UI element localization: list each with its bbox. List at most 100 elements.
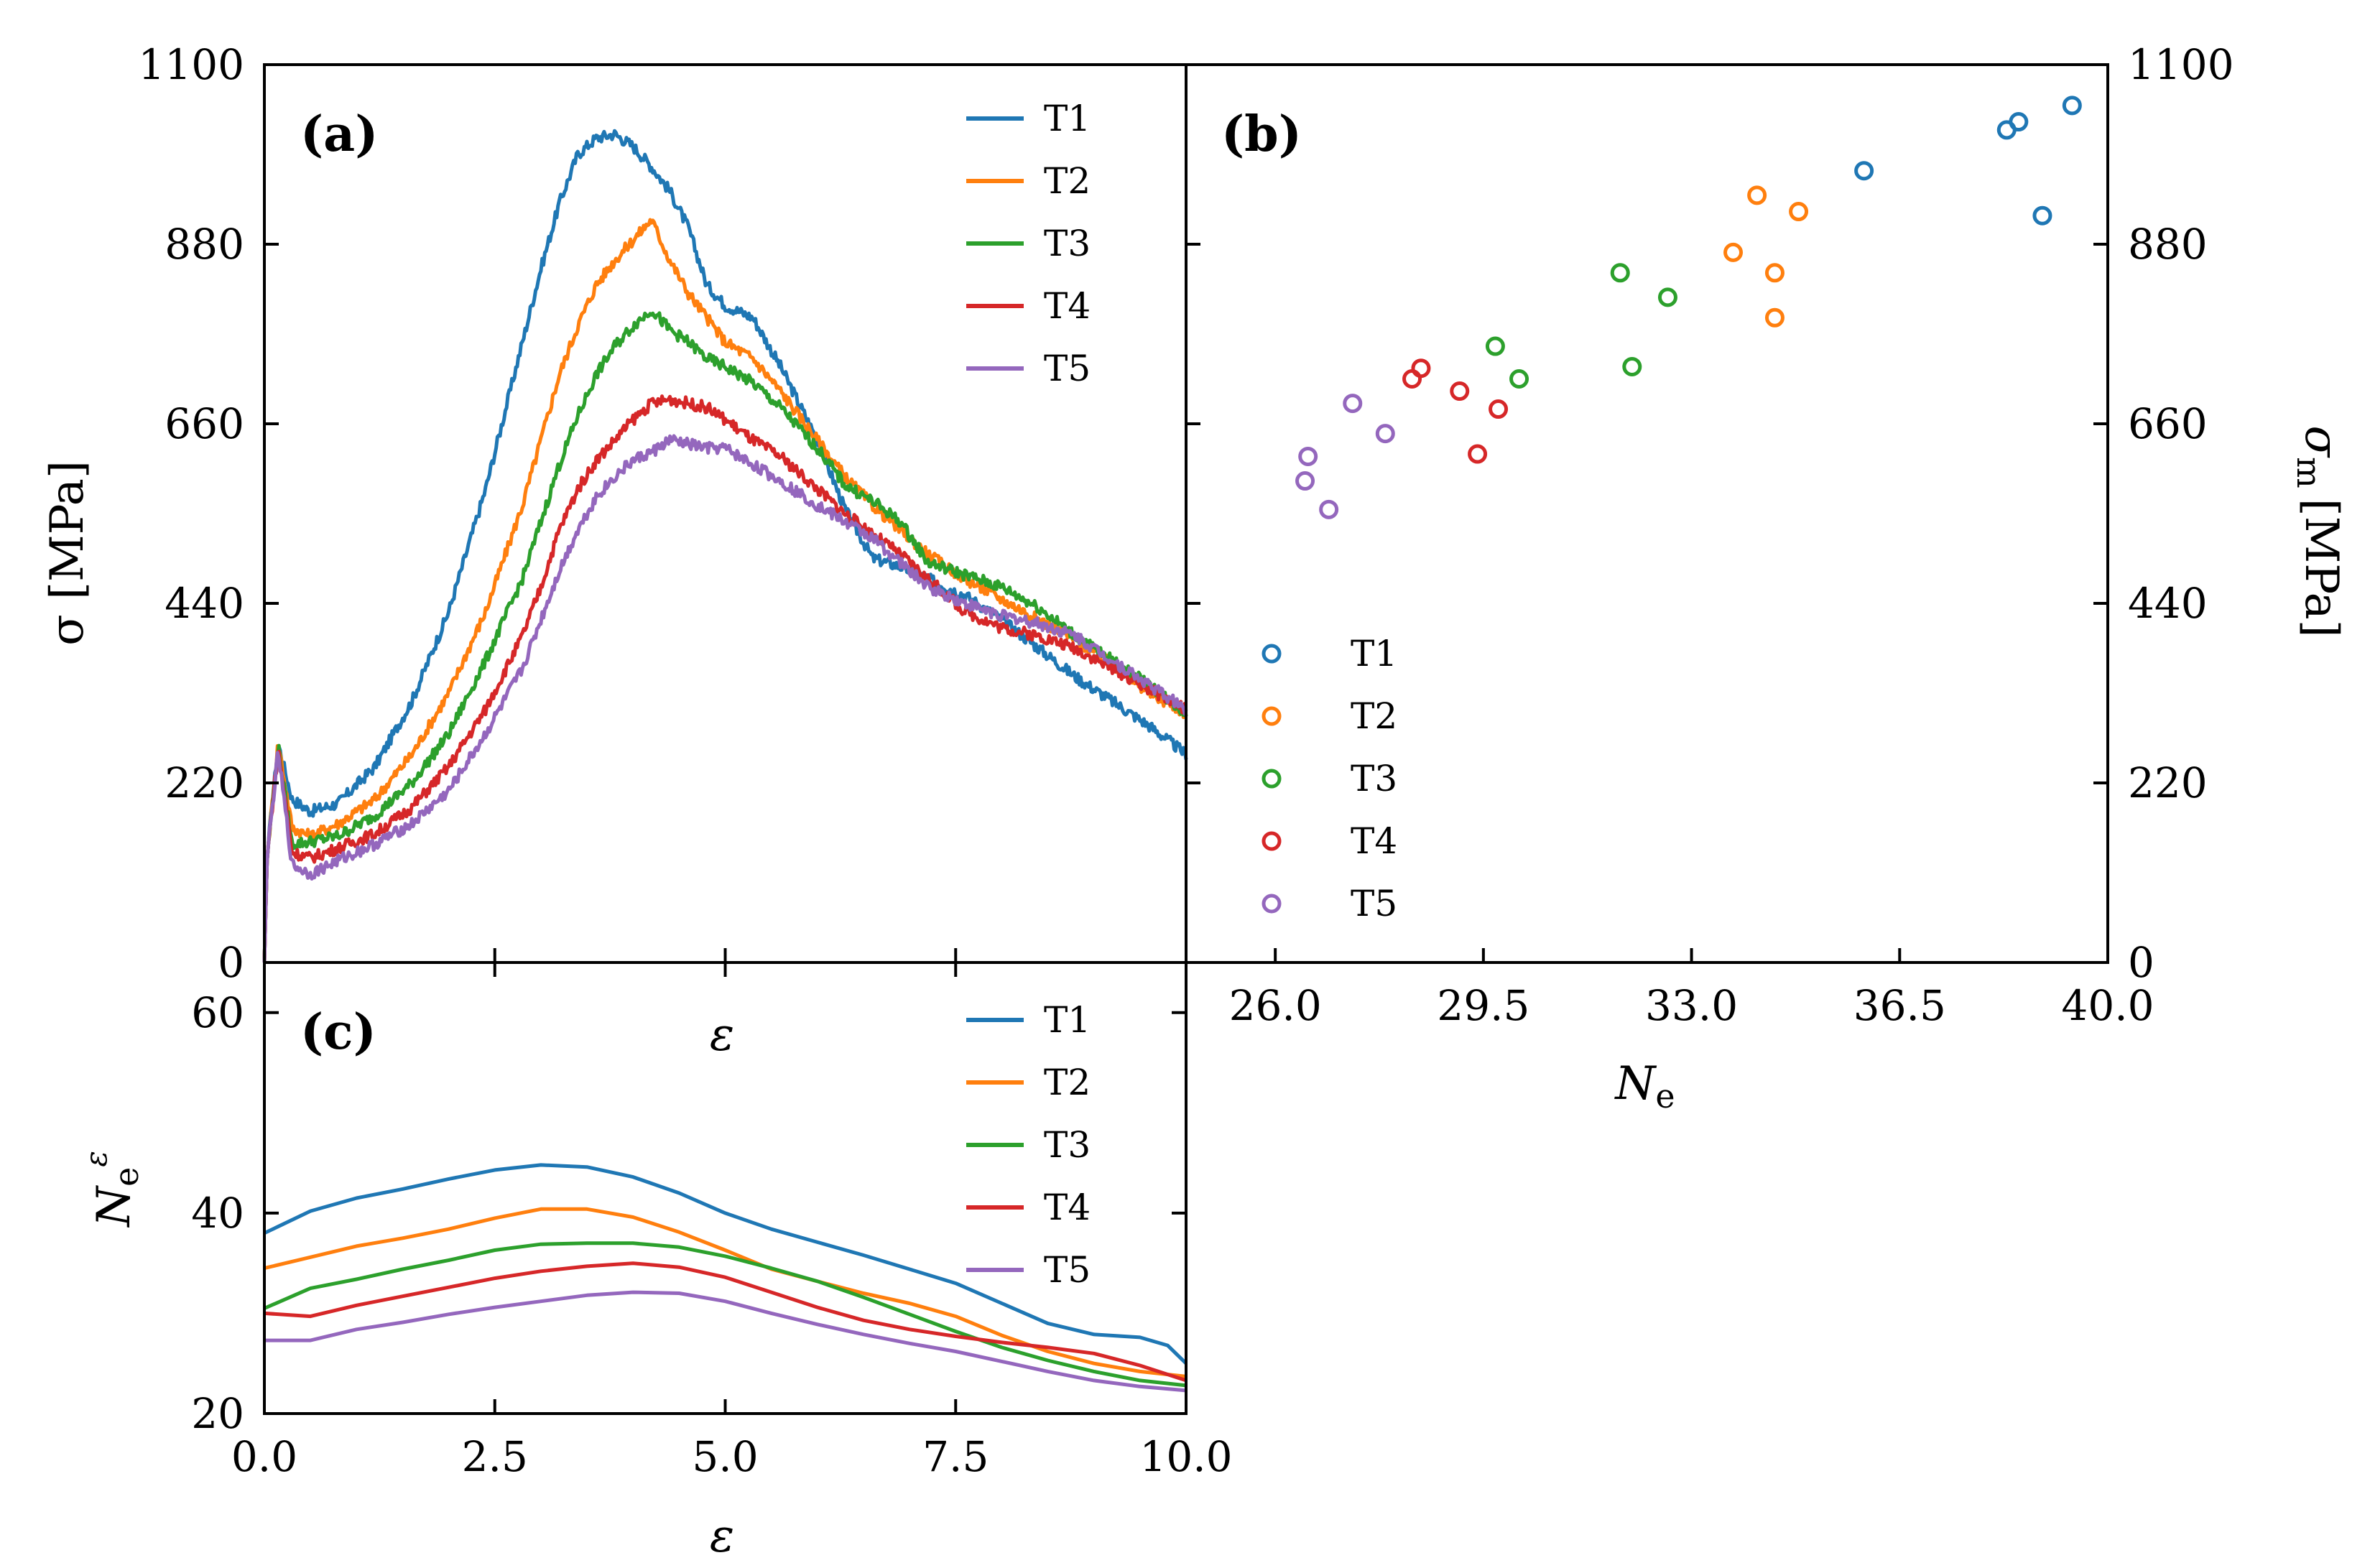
panel-b-x-label-sub: e: [1655, 1077, 1675, 1115]
panel-c-y-label-sup: ε: [78, 1151, 114, 1167]
panel-b-legend: T1 T2 T3 T4 T5: [1262, 633, 1397, 924]
panel-b-point-T1: [2009, 112, 2029, 132]
panel-b-point-T3: [1485, 336, 1505, 356]
panel-b-x-label-main: N: [1614, 1057, 1657, 1110]
panel-b-xtick-label: 36.5: [1853, 981, 1946, 1030]
panel-a-ytick-label: 1100: [138, 40, 244, 89]
panel-a-legend-label-T2: T2: [1044, 160, 1091, 202]
panel-b: 0 220 440 660 880 1100 26.0 29.5 33.0 36.5 40.0 (b…: [1185, 40, 2348, 1115]
panel-a-legend-label-T4: T4: [1044, 285, 1091, 327]
panel-b-point-T2: [1764, 307, 1785, 328]
panel-a-legend: T1 T2 T3 T4 T5: [966, 98, 1091, 389]
panel-c-series-T3: [264, 1241, 1187, 1388]
panel-a-series-T4: [262, 394, 1188, 963]
panel-b-legend-label-T1: T1: [1351, 633, 1397, 674]
panel-c-series-T4: [264, 1261, 1187, 1383]
panel-c-label: (c): [300, 1003, 376, 1061]
panel-b-xtick-label: 33.0: [1645, 981, 1738, 1030]
panel-b-point-T2: [1747, 185, 1767, 205]
panel-a-ticks: 0 220 440 660 880 1100: [138, 40, 958, 987]
panel-b-ytick-label: 440: [2128, 579, 2208, 628]
panel-a-ytick-label: 880: [165, 220, 244, 269]
panel-a-series-T3: [262, 311, 1188, 963]
panel-b-ytick-label: 660: [2128, 399, 2208, 448]
panel-b-point-T5: [1343, 394, 1363, 414]
panel-b-legend-marker-T5: [1262, 894, 1282, 914]
panel-b-y-label: σm [MPa]: [2290, 425, 2348, 637]
panel-a-legend-label-T1: T1: [1044, 98, 1091, 139]
panel-b-point-T5: [1319, 499, 1339, 519]
panel-c-legend-label-T2: T2: [1044, 1062, 1091, 1103]
panel-b-ticks: 0 220 440 660 880 1100 26.0 29.5 33.0 36.5 40.0: [1186, 40, 2234, 1030]
panel-b-point-T4: [1468, 444, 1488, 464]
panel-c-legend-label-T4: T4: [1044, 1187, 1091, 1228]
panel-b-point-T3: [1610, 263, 1630, 283]
panel-b-point-T2: [1764, 263, 1785, 283]
panel-c-ytick-label: 20: [191, 1389, 244, 1438]
panel-b-label: (b): [1221, 106, 1302, 163]
panel-b-point-T1: [1854, 161, 1874, 181]
panel-b-xtick-label: 29.5: [1437, 981, 1529, 1030]
panel-b-legend-label-T2: T2: [1351, 695, 1397, 737]
panel-c-legend-label-T5: T5: [1044, 1249, 1091, 1291]
panel-c-xtick-label: 0.0: [231, 1432, 297, 1481]
panel-c-series-T5: [264, 1290, 1187, 1393]
panel-b-legend-label-T5: T5: [1351, 883, 1397, 924]
panel-b-ytick-label: 0: [2128, 938, 2154, 987]
panel-c-ytick-label: 40: [191, 1189, 244, 1238]
panel-b-point-T4: [1411, 358, 1431, 379]
panel-c-series-T1: [263, 1163, 1188, 1365]
panel-a-ytick-label: 660: [165, 399, 244, 448]
panel-b-point-T5: [1295, 471, 1315, 491]
panel-b-point-T3: [1622, 356, 1642, 376]
panel-b-ytick-label: 880: [2128, 220, 2208, 269]
panel-b-ytick-label: 220: [2128, 759, 2208, 807]
panel-b-y-label-unit: [MPa]: [2295, 498, 2348, 638]
panel-a-y-label: σ [MPa]: [41, 460, 94, 646]
panel-b-point-T5: [1375, 424, 1395, 444]
panel-c-legend: T1 T2 T3 T4 T5: [966, 999, 1091, 1291]
panel-c-frame: [263, 961, 1188, 1415]
panel-b-legend-label-T3: T3: [1351, 758, 1397, 799]
panel-b-point-T4: [1489, 399, 1509, 419]
panel-c-y-label-main: N: [88, 1185, 141, 1228]
panel-a-series-T2: [262, 218, 1188, 963]
panel-c-xtick-label: 7.5: [922, 1432, 989, 1481]
panel-b-points: [1295, 96, 2082, 519]
panel-c-legend-label-T1: T1: [1044, 999, 1091, 1041]
panel-c-ticks: 20 40 60 0.0 2.5 5.0 7.5 10.0: [191, 962, 1233, 1481]
panel-a-label: (a): [300, 106, 378, 163]
panel-b-point-T4: [1450, 381, 1470, 402]
panel-b-frame: [1185, 63, 2109, 964]
panel-a-ytick-label: 0: [218, 938, 244, 987]
panel-b-legend-marker-T4: [1262, 831, 1282, 851]
panel-a-ytick-label: 220: [165, 759, 244, 807]
panel-b-point-T1: [2062, 96, 2082, 116]
panel-b-point-T3: [1509, 369, 1529, 389]
panel-c-y-label-sub: e: [107, 1167, 146, 1187]
panel-c-x-label: ε: [710, 1510, 734, 1563]
panel-b-xtick-label: 26.0: [1229, 981, 1322, 1030]
panel-b-xtick-label: 40.0: [2061, 981, 2154, 1030]
panel-a: 0 220 440 660 880 1100 (a) T1 T2 T3 T4 T5 ε σ [MP…: [41, 40, 1188, 1062]
panel-a-legend-label-T5: T5: [1044, 348, 1091, 389]
panel-a-legend-label-T3: T3: [1044, 223, 1091, 264]
panel-a-series-T1: [262, 129, 1188, 963]
panel-b-y-label-main: σ: [2295, 425, 2348, 458]
panel-c-xtick-label: 2.5: [462, 1432, 528, 1481]
panel-a-x-label: ε: [710, 1008, 734, 1062]
panel-c-lines: [263, 1163, 1188, 1393]
panel-b-point-T2: [1723, 242, 1744, 262]
panel-a-series-T5: [262, 434, 1188, 963]
panel-b-legend-marker-T1: [1262, 644, 1282, 664]
panel-c-ytick-label: 60: [191, 988, 244, 1037]
panel-b-x-label: Ne: [1614, 1057, 1675, 1115]
panel-a-ytick-label: 440: [165, 579, 244, 628]
panel-c-y-label: Neε: [78, 1151, 146, 1228]
panel-b-point-T2: [1789, 202, 1809, 222]
panel-b-legend-label-T4: T4: [1351, 820, 1397, 862]
panel-b-y-label-sub: m: [2290, 457, 2328, 488]
panel-c-xtick-label: 10.0: [1139, 1432, 1232, 1481]
